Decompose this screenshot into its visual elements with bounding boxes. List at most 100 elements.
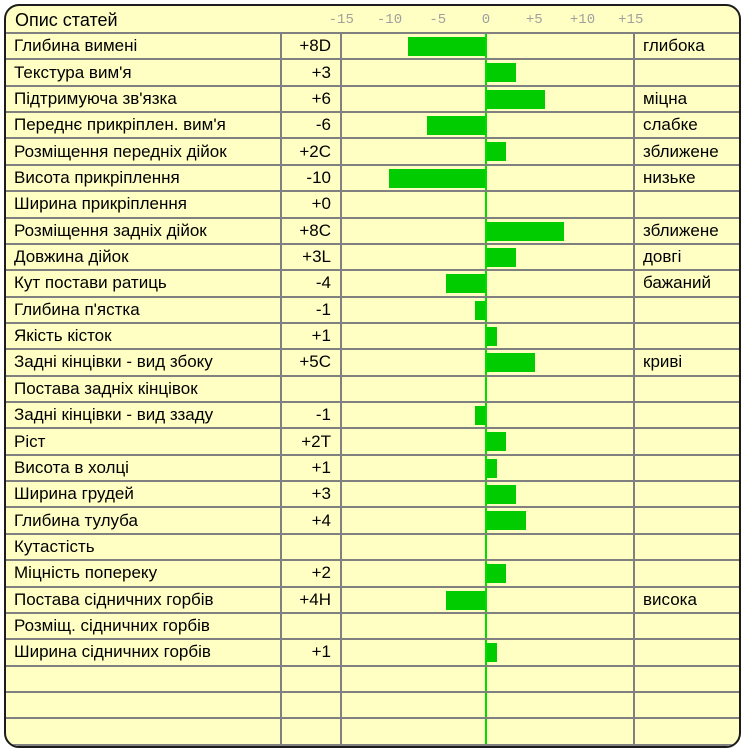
trait-value: -1	[280, 297, 340, 322]
table-row: Глибина вимені +8D глибока	[6, 34, 739, 61]
trait-bar-cell	[340, 561, 633, 586]
trait-bar	[407, 37, 485, 56]
trait-profile-panel: Опис статей -15 -10 -5 0 +5 +10 +15 Глибина ви…	[4, 4, 741, 748]
zero-axis-line	[485, 429, 487, 454]
axis-tick-label: +10	[569, 12, 596, 28]
zero-axis-line	[485, 561, 487, 586]
trait-value: +1	[280, 323, 340, 349]
trait-bar-cell	[340, 692, 633, 718]
trait-bar	[487, 432, 507, 452]
trait-bar-cell	[340, 350, 633, 375]
trait-bar-cell	[340, 218, 633, 243]
trait-bar	[446, 590, 485, 610]
table-row: Ширина прикріплення +0	[6, 192, 739, 219]
trait-bar	[487, 485, 516, 505]
trait-bar-cell	[340, 192, 633, 217]
trait-name: Висота в холці	[14, 457, 129, 477]
trait-bar	[487, 89, 545, 109]
trait-descriptor	[633, 613, 739, 639]
trait-bar	[487, 564, 507, 584]
trait-bar-cell	[340, 508, 633, 533]
zero-axis-line	[485, 613, 487, 639]
trait-name: Ширина прикріплення	[14, 194, 187, 214]
zero-axis-line	[485, 376, 487, 402]
trait-value	[280, 376, 340, 402]
table-row: Кут постави ратиць -4 бажаний	[6, 271, 739, 298]
trait-bar-cell	[340, 719, 633, 744]
trait-bar	[487, 221, 565, 241]
trait-name: Постава сідничних горбів	[14, 589, 214, 609]
trait-name: Розміщ. сідничних горбів	[14, 616, 210, 636]
panel-header: Опис статей -15 -10 -5 0 +5 +10 +15	[6, 6, 739, 34]
trait-descriptor	[633, 719, 739, 744]
trait-value: +8C	[280, 218, 340, 243]
table-row	[6, 719, 739, 746]
zero-axis-line	[485, 692, 487, 718]
trait-bar-cell	[340, 587, 633, 612]
trait-value: -4	[280, 271, 340, 296]
zero-axis-line	[485, 60, 487, 85]
trait-bar-cell	[340, 139, 633, 164]
trait-descriptor: низьке	[633, 165, 739, 191]
trait-value	[280, 534, 340, 560]
trait-value: +0	[280, 192, 340, 217]
trait-value	[280, 613, 340, 639]
trait-name: Текстура вим'я	[14, 62, 132, 82]
table-row	[6, 692, 739, 720]
trait-bar	[487, 643, 497, 663]
trait-value: -1	[280, 403, 340, 428]
trait-bar-cell	[340, 60, 633, 85]
zero-axis-line	[485, 719, 487, 744]
axis-tick-label: +15	[618, 12, 644, 28]
trait-descriptor	[633, 666, 739, 691]
table-row: Висота прикріплення -10 низьке	[6, 165, 739, 193]
trait-descriptor	[633, 482, 739, 507]
trait-bar	[475, 300, 485, 320]
trait-value: +5C	[280, 350, 340, 375]
trait-name: Висота прикріплення	[14, 167, 180, 187]
table-row: Ріст +2T	[6, 429, 739, 456]
trait-bar-cell	[340, 165, 633, 191]
table-row: Ширина грудей +3	[6, 482, 739, 509]
trait-name: Довжина дійок	[14, 247, 129, 267]
trait-descriptor: довгі	[633, 244, 739, 270]
zero-axis-line	[485, 323, 487, 349]
trait-bar-cell	[340, 376, 633, 402]
table-row: Глибина тулуба +4	[6, 508, 739, 535]
trait-name: Кут постави ратиць	[14, 273, 167, 293]
zero-axis-line	[485, 482, 487, 507]
trait-bar	[487, 458, 497, 478]
table-row: Кутастість	[6, 534, 739, 562]
trait-name	[6, 667, 280, 691]
axis-tick-label: -5	[429, 12, 447, 28]
trait-name: Ширина сідничних горбів	[14, 642, 211, 662]
table-row: Переднє прикріплен. вим'я -6 слабке	[6, 113, 739, 140]
table-row: Висота в холці +1	[6, 455, 739, 483]
trait-name: Підтримуюча зв'язка	[14, 88, 177, 108]
trait-value: +2C	[280, 139, 340, 164]
zero-axis-line	[485, 113, 487, 138]
zero-axis-line	[485, 165, 487, 191]
trait-descriptor	[633, 561, 739, 586]
trait-descriptor: зближене	[633, 218, 739, 243]
trait-value: +2	[280, 561, 340, 586]
trait-value: +3	[280, 482, 340, 507]
trait-name: Ширина грудей	[14, 484, 134, 504]
trait-bar	[487, 63, 516, 83]
trait-bar-cell	[340, 34, 633, 59]
trait-bar	[427, 116, 485, 136]
trait-bar-cell	[340, 613, 633, 639]
trait-value: +1	[280, 455, 340, 481]
page-title: Опис статей	[15, 10, 118, 30]
table-row: Постава сідничних горбів +4H висока	[6, 587, 739, 614]
axis-tick-label: -10	[376, 12, 403, 28]
zero-axis-line	[485, 297, 487, 322]
trait-value: +3	[280, 60, 340, 85]
zero-axis-line	[485, 271, 487, 296]
trait-bar	[487, 511, 526, 531]
table-row	[6, 666, 739, 693]
trait-value: +1	[280, 640, 340, 665]
zero-axis-line	[485, 403, 487, 428]
trait-bar-cell	[340, 403, 633, 428]
trait-descriptor	[633, 60, 739, 85]
